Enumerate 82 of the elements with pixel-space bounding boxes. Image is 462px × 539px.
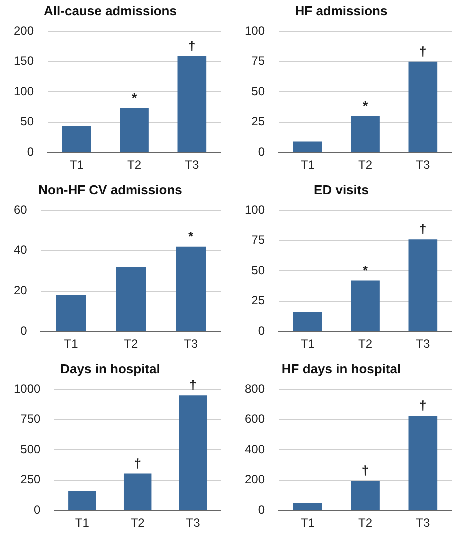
bar: [176, 246, 206, 332]
chart-title: HF days in hospital: [282, 361, 402, 376]
bar: [179, 396, 208, 510]
y-tick-label: 100: [14, 84, 34, 98]
y-tick-label: 800: [244, 382, 266, 396]
y-tick-label: 50: [252, 263, 266, 278]
x-tick-label: T1: [75, 516, 90, 530]
x-tick-label: T1: [70, 158, 84, 172]
y-tick-label: 0: [20, 324, 28, 338]
annotation: *: [362, 262, 369, 278]
x-tick-label: T3: [186, 516, 201, 530]
x-tick-label: T2: [130, 516, 146, 530]
x-tick-label: T1: [64, 337, 79, 352]
x-tick-label: T3: [416, 516, 430, 530]
chart-title: Non-HF CV admissions: [38, 182, 182, 198]
bar: [56, 295, 86, 332]
bar: [124, 474, 152, 510]
x-tick-label: T3: [185, 158, 200, 172]
y-tick-label: 1000: [14, 382, 42, 396]
bar: [120, 108, 149, 152]
y-tick-label: 0: [258, 502, 266, 517]
y-tick-label: 400: [244, 442, 266, 456]
y-tick-label: 100: [244, 24, 266, 38]
annotation: †: [188, 38, 196, 54]
x-tick-label: T2: [358, 158, 373, 172]
y-tick-label: 500: [20, 442, 42, 456]
x-tick-label: T2: [128, 158, 142, 172]
y-tick-label: 0: [258, 144, 266, 159]
annotation: †: [362, 463, 370, 478]
y-tick-label: 75: [252, 54, 266, 68]
annotation: *: [132, 90, 138, 106]
y-tick-label: 50: [252, 84, 266, 98]
y-tick-label: 25: [252, 114, 266, 129]
y-tick-label: 40: [14, 243, 28, 258]
chart-title: HF admissions: [295, 3, 388, 18]
y-tick-label: 200: [14, 24, 34, 38]
y-tick-label: 20: [14, 284, 28, 298]
chart-title: Days in hospital: [60, 361, 160, 376]
x-tick-label: T3: [184, 337, 198, 352]
x-tick-label: T2: [124, 337, 138, 352]
annotation: *: [188, 228, 195, 244]
y-tick-label: 200: [244, 472, 266, 487]
bar: [293, 312, 322, 332]
bar: [408, 416, 438, 510]
annotation: †: [420, 44, 427, 59]
annotation: *: [362, 98, 369, 114]
bar: [351, 280, 380, 332]
x-tick-label: T1: [300, 516, 316, 530]
x-tick-label: T3: [416, 158, 430, 172]
y-tick-label: 150: [14, 54, 34, 68]
y-tick-label: 75: [252, 233, 266, 248]
x-tick-label: T2: [358, 337, 373, 352]
bar: [293, 142, 322, 152]
y-tick-label: 100: [244, 202, 266, 217]
x-tick-label: T2: [358, 516, 373, 530]
bar: [351, 116, 380, 152]
annotation: †: [420, 222, 427, 237]
x-tick-label: T3: [416, 337, 430, 352]
bar: [178, 56, 207, 152]
y-tick-label: 50: [20, 114, 34, 129]
bar: [351, 481, 380, 510]
y-tick-label: 750: [20, 412, 42, 426]
y-tick-label: 0: [258, 324, 266, 338]
y-tick-label: 0: [34, 502, 42, 517]
y-tick-label: 250: [20, 472, 42, 487]
y-tick-label: 25: [252, 294, 266, 308]
annotation: †: [134, 456, 142, 471]
bar: [408, 62, 438, 152]
annotation: †: [420, 398, 427, 414]
bar: [68, 491, 96, 510]
x-tick-label: T1: [300, 337, 316, 352]
bar: [62, 126, 92, 152]
chart-title: All-cause admissions: [44, 3, 177, 18]
x-tick-label: T1: [300, 158, 316, 172]
bar: [116, 267, 146, 332]
y-tick-label: 0: [27, 144, 34, 159]
bar: [293, 503, 322, 510]
y-tick-label: 600: [244, 412, 266, 426]
y-tick-label: 60: [14, 202, 28, 217]
annotation: †: [190, 378, 197, 393]
bar: [408, 240, 438, 332]
chart-title: ED visits: [314, 182, 369, 198]
